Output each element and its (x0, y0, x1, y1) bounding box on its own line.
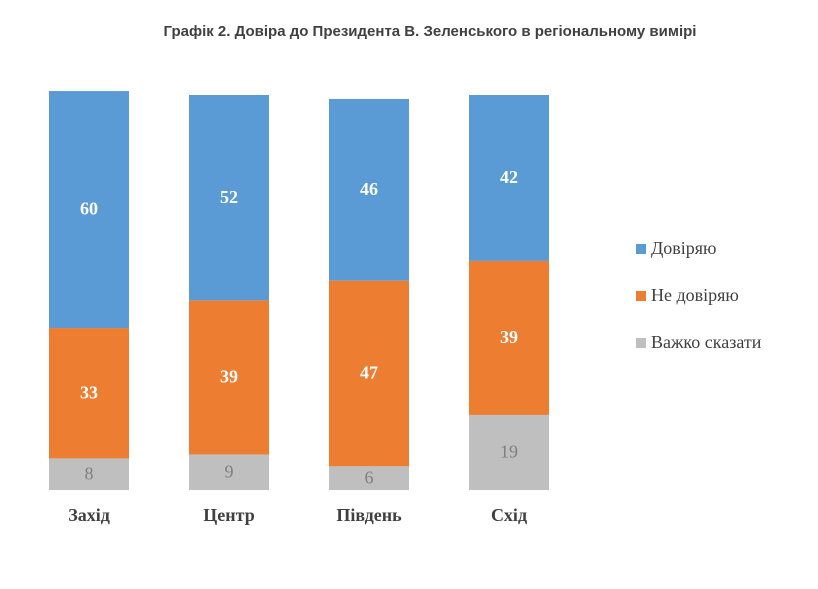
value-label: 46 (360, 179, 378, 199)
bar-segment (469, 414, 549, 490)
bar-segment (49, 458, 129, 490)
value-label: 6 (365, 467, 374, 487)
x-tick-label: Центр (203, 505, 254, 525)
legend-label: Не довіряю (651, 285, 739, 305)
bar-segment (329, 466, 409, 490)
chart-title: Графік 2. Довіра до Президента В. Зеленс… (164, 23, 697, 40)
legend-swatch (636, 244, 646, 254)
value-label: 39 (500, 327, 518, 347)
bar-segment (49, 91, 129, 329)
value-label: 42 (500, 167, 518, 187)
legend-swatch (636, 291, 646, 301)
value-label: 60 (80, 199, 98, 219)
bar-segment (329, 98, 409, 281)
legend-swatch (636, 338, 646, 348)
legend-label: Важко сказати (651, 332, 762, 352)
legend-label: Довіряю (651, 238, 717, 258)
bar-segment (189, 95, 269, 301)
bar-segment (469, 260, 549, 415)
value-label: 47 (360, 363, 378, 383)
value-label: 39 (220, 367, 238, 387)
bar-segment (329, 280, 409, 467)
x-tick-label: Схід (491, 505, 527, 525)
value-label: 19 (500, 442, 518, 462)
bar-segment (49, 328, 129, 459)
value-label: 33 (80, 382, 98, 402)
bar-segment (189, 300, 269, 455)
bar-segment (469, 95, 549, 261)
value-label: 52 (220, 187, 238, 207)
x-tick-label: Південь (336, 505, 402, 525)
value-label: 9 (225, 461, 234, 481)
x-tick-label: Захід (68, 505, 110, 525)
bar-segment (189, 454, 269, 490)
value-label: 8 (85, 463, 94, 483)
